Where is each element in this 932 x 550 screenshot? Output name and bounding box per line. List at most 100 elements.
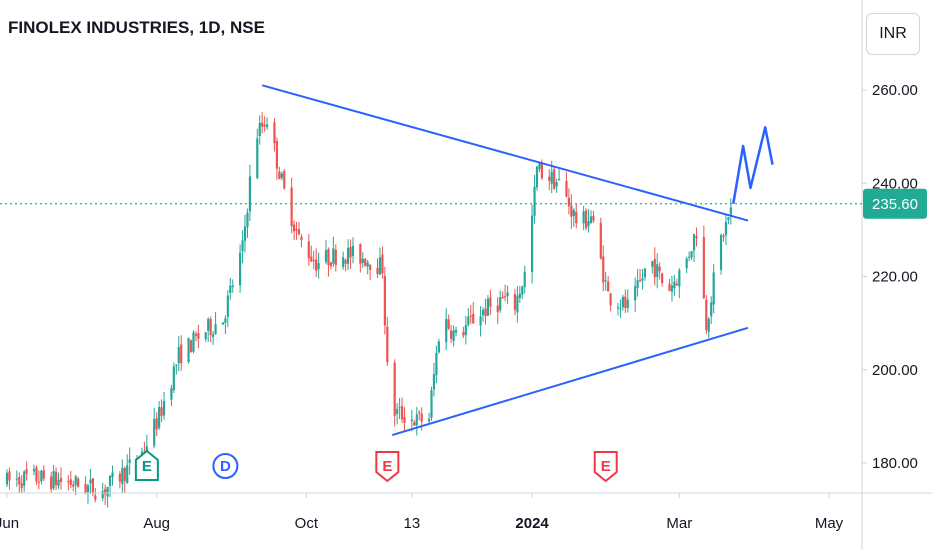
candle-body	[366, 262, 369, 267]
candle-body	[192, 332, 195, 352]
candle-body	[383, 275, 386, 326]
candle-body	[678, 270, 681, 287]
candle-body	[86, 485, 90, 493]
candle-body	[77, 478, 80, 487]
candle-body	[317, 263, 320, 270]
trendlines[interactable]	[261, 84, 774, 436]
candle-body	[18, 476, 21, 485]
candle-body	[351, 245, 355, 256]
candle-body	[327, 248, 330, 266]
candle-body	[91, 478, 94, 494]
candle-body	[283, 171, 286, 189]
candle-body	[153, 419, 156, 446]
candle-body	[518, 293, 521, 298]
candle-body	[59, 477, 63, 482]
candle-body	[101, 491, 104, 499]
x-tick-label: May	[815, 515, 844, 532]
candle-body	[619, 308, 622, 310]
candle-body	[626, 299, 629, 308]
candle-body	[280, 173, 283, 178]
candle-body	[707, 318, 710, 332]
candle-body	[712, 272, 715, 305]
candle-body	[653, 258, 656, 278]
candle-body	[57, 480, 60, 486]
candle-body	[278, 171, 281, 179]
candle-body	[530, 215, 534, 273]
x-tick-label: Jun	[0, 515, 19, 532]
x-tick-label: Mar	[666, 515, 692, 532]
candle-body	[575, 211, 578, 224]
candle-body	[162, 401, 166, 416]
candle-body	[540, 162, 544, 179]
candle-body	[643, 268, 647, 278]
dividend-icon	[212, 453, 239, 479]
candle-body	[656, 264, 659, 278]
candle-body	[695, 236, 698, 239]
candle-body	[25, 469, 28, 474]
candle-body	[258, 122, 261, 137]
candle-body	[40, 470, 43, 482]
candle-body	[393, 362, 396, 416]
candle-body	[241, 240, 244, 252]
candle-body	[435, 352, 438, 376]
candle-body	[239, 252, 242, 286]
candle-body	[224, 318, 227, 323]
projection-path[interactable]	[732, 126, 774, 204]
currency-button[interactable]: INR	[866, 13, 920, 55]
earnings-marker[interactable]: E	[375, 451, 400, 483]
candle-body	[69, 479, 72, 486]
candle-body	[496, 305, 499, 313]
x-tick-label: 13	[404, 515, 421, 532]
candle-body	[570, 205, 573, 217]
earnings-marker[interactable]: E	[593, 451, 618, 483]
candle-body	[349, 246, 352, 258]
candle-body	[42, 470, 45, 479]
candle-body	[430, 390, 433, 418]
candle-body	[513, 294, 517, 310]
candle-body	[231, 285, 234, 287]
candle-body	[312, 260, 315, 262]
candle-body	[346, 248, 350, 264]
earnings-down-icon	[375, 451, 400, 483]
candle-body	[403, 417, 406, 423]
candle-body	[533, 186, 536, 216]
earnings-marker[interactable]: E	[134, 449, 159, 481]
candle-body	[661, 273, 664, 284]
candle-body	[658, 266, 661, 272]
candle-body	[160, 407, 163, 416]
candle-body	[118, 473, 121, 482]
candle-body	[297, 229, 301, 235]
candle-body	[177, 347, 180, 364]
candle-body	[300, 236, 303, 241]
dividend-marker[interactable]: D	[212, 453, 239, 479]
trendline-upper[interactable]	[261, 84, 749, 222]
candle-body	[84, 483, 87, 493]
candle-body	[710, 302, 713, 317]
candle-body	[175, 364, 178, 366]
candle-body	[261, 122, 264, 127]
candle-body	[94, 495, 97, 500]
candle-body	[209, 318, 212, 336]
candle-body	[344, 259, 347, 264]
candle-body	[685, 258, 688, 269]
candle-body	[599, 222, 602, 259]
candle-body	[668, 283, 671, 292]
candle-body	[467, 316, 470, 326]
trendline-lower[interactable]	[391, 326, 749, 436]
candle-body	[158, 407, 161, 428]
candle-body	[197, 333, 200, 339]
candle-body	[324, 250, 328, 262]
candle-body	[180, 344, 183, 364]
candle-body	[376, 267, 379, 275]
candle-body	[445, 318, 448, 343]
candle-body	[641, 278, 644, 281]
y-tick-label: 260.00	[872, 82, 918, 99]
candle-body	[332, 248, 335, 264]
candle-body	[256, 138, 259, 179]
candle-body	[535, 166, 539, 188]
candle-body	[673, 281, 676, 289]
candle-body	[565, 181, 568, 197]
candle-body	[108, 475, 112, 487]
